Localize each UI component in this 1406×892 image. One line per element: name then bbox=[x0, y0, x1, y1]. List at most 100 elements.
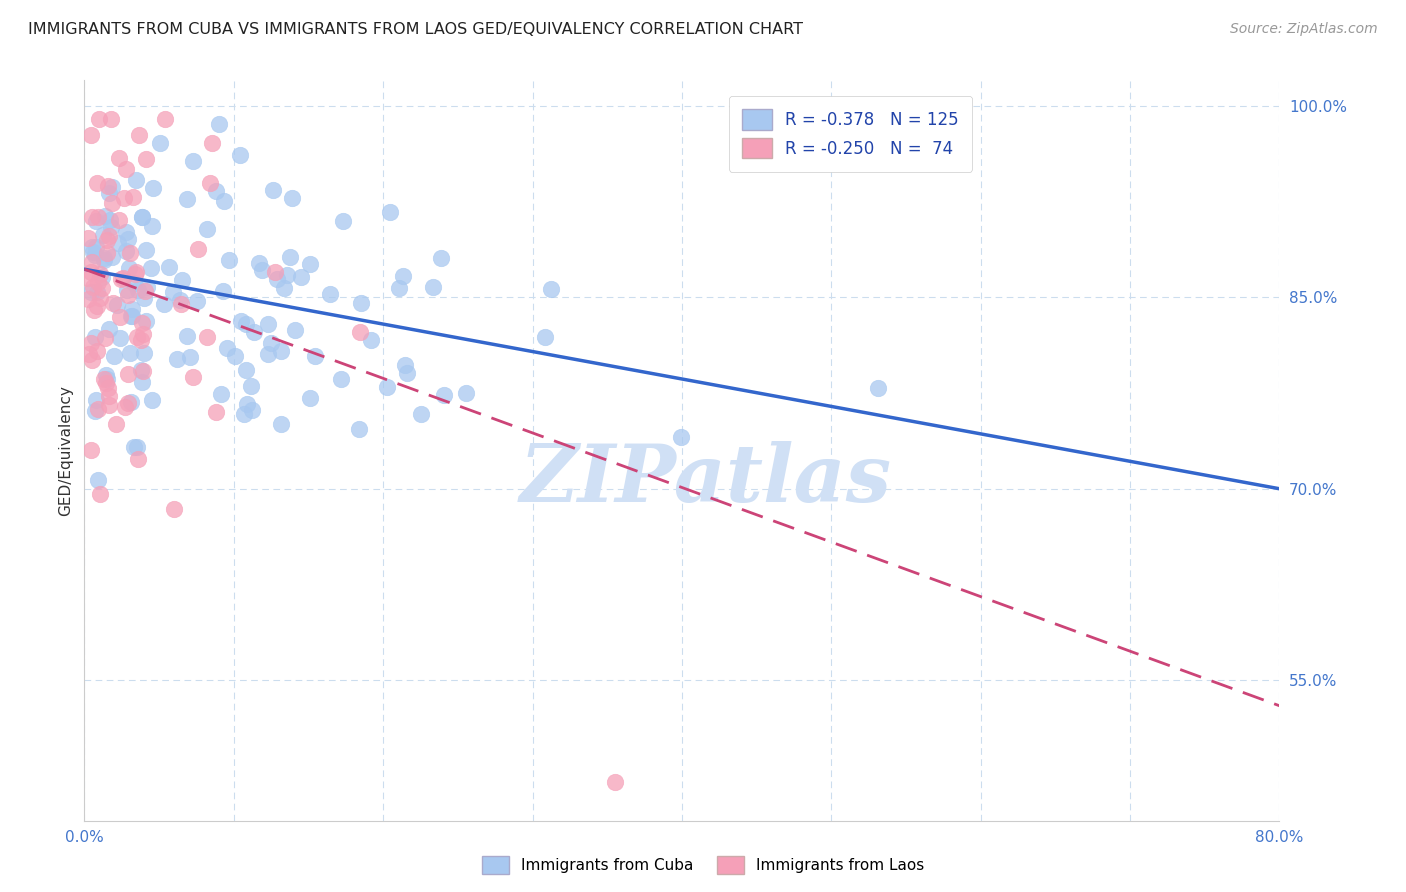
Point bbox=[77, 346, 100, 360]
Point bbox=[87, 275, 110, 289]
Point bbox=[262, 182, 284, 196]
Point bbox=[115, 225, 138, 239]
Point bbox=[115, 283, 138, 297]
Point bbox=[290, 270, 312, 285]
Point bbox=[97, 389, 120, 403]
Point bbox=[163, 502, 186, 516]
Point bbox=[117, 367, 139, 381]
Point bbox=[349, 325, 371, 339]
Point bbox=[187, 242, 209, 256]
Point bbox=[204, 184, 226, 198]
Text: ZIPatlas: ZIPatlas bbox=[520, 442, 891, 519]
Point bbox=[240, 403, 263, 417]
Point bbox=[94, 368, 117, 382]
Point bbox=[235, 318, 257, 332]
Point bbox=[209, 387, 232, 401]
Point bbox=[80, 255, 103, 269]
Point bbox=[186, 294, 208, 309]
Point bbox=[105, 298, 128, 312]
Point bbox=[82, 280, 104, 294]
Point bbox=[273, 281, 295, 295]
Point bbox=[118, 246, 141, 260]
Point bbox=[375, 380, 398, 394]
Point bbox=[135, 279, 157, 293]
Point bbox=[534, 330, 557, 344]
Point bbox=[86, 343, 108, 358]
Point bbox=[360, 333, 382, 347]
Point bbox=[80, 353, 103, 368]
Point bbox=[127, 440, 149, 454]
Point bbox=[122, 190, 145, 204]
Point bbox=[77, 292, 100, 306]
Point bbox=[200, 177, 222, 191]
Point bbox=[98, 186, 121, 201]
Point bbox=[319, 286, 342, 301]
Point bbox=[169, 293, 191, 308]
Point bbox=[77, 271, 100, 285]
Point bbox=[232, 408, 254, 422]
Point bbox=[98, 213, 121, 227]
Point bbox=[454, 386, 477, 401]
Point bbox=[866, 381, 889, 395]
Point bbox=[105, 417, 128, 431]
Point bbox=[124, 268, 146, 282]
Point bbox=[240, 378, 263, 392]
Point bbox=[298, 391, 321, 405]
Point bbox=[79, 443, 101, 458]
Point bbox=[112, 271, 135, 285]
Point bbox=[391, 268, 413, 283]
Point bbox=[82, 245, 104, 260]
Point bbox=[205, 405, 228, 419]
Point bbox=[176, 192, 198, 206]
Point bbox=[80, 285, 103, 299]
Point bbox=[540, 282, 562, 296]
Point bbox=[80, 240, 103, 254]
Point bbox=[107, 235, 129, 250]
Point bbox=[120, 395, 142, 409]
Point bbox=[96, 246, 118, 260]
Point bbox=[101, 251, 124, 265]
Point bbox=[129, 362, 152, 376]
Point bbox=[110, 310, 132, 324]
Point bbox=[278, 250, 301, 264]
Point bbox=[208, 117, 231, 131]
Point bbox=[89, 487, 111, 501]
Point bbox=[100, 195, 122, 210]
Point bbox=[247, 256, 270, 270]
Point bbox=[350, 295, 373, 310]
Point bbox=[149, 136, 172, 150]
Point bbox=[80, 128, 103, 142]
Point bbox=[429, 252, 451, 266]
Point bbox=[235, 363, 257, 377]
Point bbox=[83, 404, 105, 418]
Point bbox=[224, 349, 246, 363]
Point bbox=[211, 284, 233, 298]
Point bbox=[108, 331, 131, 345]
Point bbox=[96, 372, 118, 386]
Point bbox=[122, 277, 145, 291]
Point bbox=[120, 309, 142, 323]
Point bbox=[114, 400, 136, 414]
Point bbox=[83, 302, 105, 317]
Text: IMMIGRANTS FROM CUBA VS IMMIGRANTS FROM LAOS GED/EQUIVALENCY CORRELATION CHART: IMMIGRANTS FROM CUBA VS IMMIGRANTS FROM … bbox=[28, 22, 803, 37]
Point bbox=[195, 221, 218, 235]
Point bbox=[229, 148, 252, 162]
Point bbox=[257, 346, 280, 360]
Point bbox=[155, 112, 177, 126]
Point bbox=[141, 392, 163, 407]
Point bbox=[162, 285, 184, 299]
Point bbox=[127, 283, 149, 297]
Point bbox=[117, 232, 139, 246]
Point bbox=[176, 329, 198, 343]
Point bbox=[84, 214, 107, 228]
Point bbox=[125, 330, 148, 344]
Point bbox=[250, 263, 273, 277]
Point bbox=[218, 252, 240, 267]
Point bbox=[122, 441, 145, 455]
Point bbox=[87, 473, 110, 487]
Point bbox=[332, 214, 354, 228]
Point bbox=[141, 261, 163, 276]
Point bbox=[284, 322, 307, 336]
Point bbox=[118, 261, 141, 276]
Point bbox=[195, 330, 218, 344]
